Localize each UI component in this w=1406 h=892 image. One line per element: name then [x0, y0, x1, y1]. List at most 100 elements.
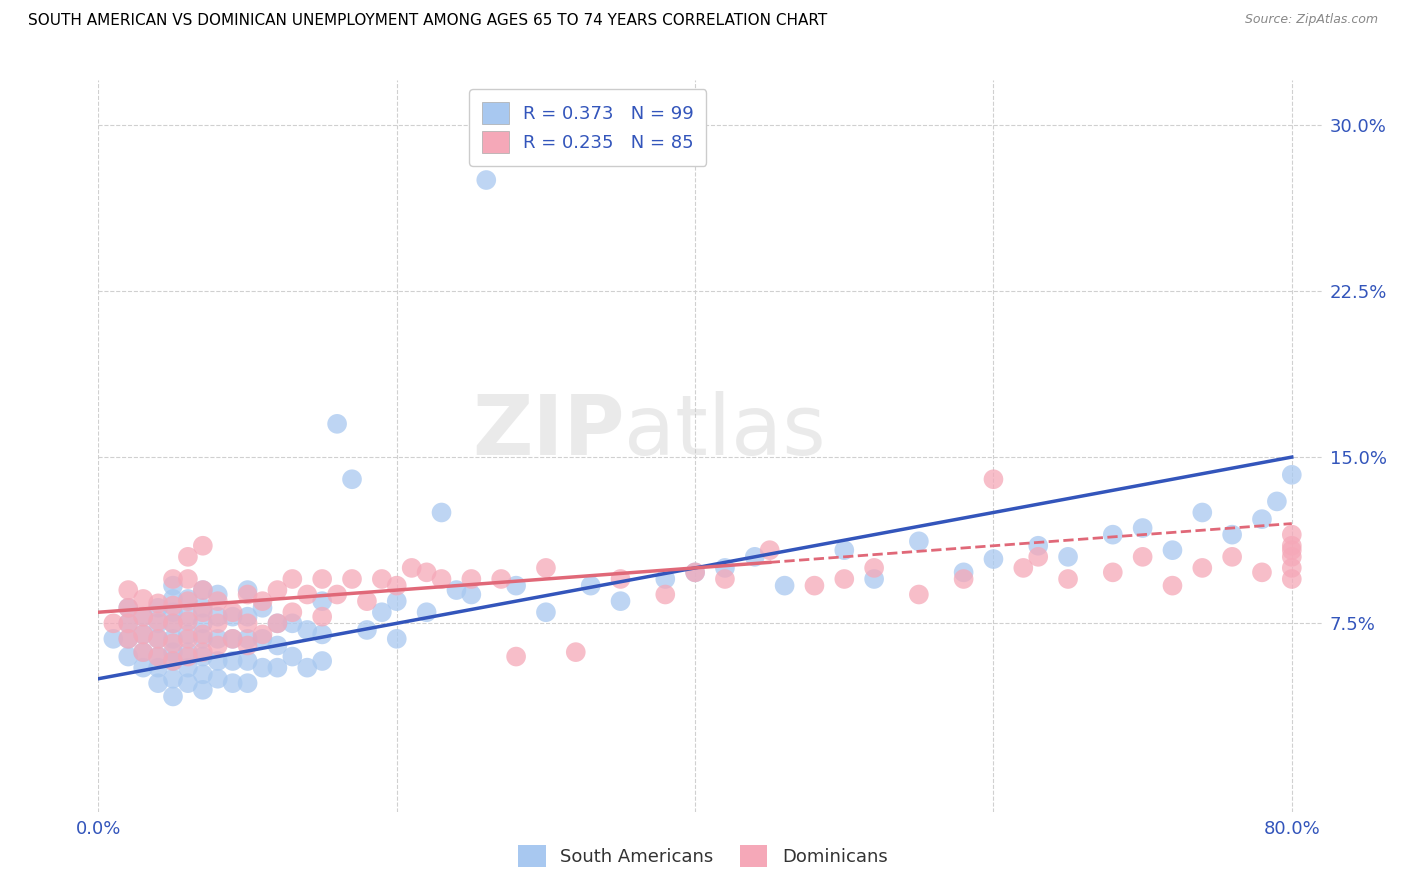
Point	[191, 616, 214, 631]
Point	[177, 645, 200, 659]
Point	[162, 690, 184, 704]
Point	[191, 583, 214, 598]
Point	[952, 566, 974, 580]
Text: SOUTH AMERICAN VS DOMINICAN UNEMPLOYMENT AMONG AGES 65 TO 74 YEARS CORRELATION C: SOUTH AMERICAN VS DOMINICAN UNEMPLOYMENT…	[28, 13, 827, 29]
Point	[162, 605, 184, 619]
Point	[983, 552, 1005, 566]
Point	[326, 587, 349, 601]
Point	[460, 587, 482, 601]
Text: Source: ZipAtlas.com: Source: ZipAtlas.com	[1244, 13, 1378, 27]
Point	[311, 609, 333, 624]
Point	[236, 587, 259, 601]
Point	[654, 587, 676, 601]
Point	[191, 645, 214, 659]
Point	[177, 632, 200, 646]
Point	[266, 660, 288, 674]
Point	[146, 632, 169, 646]
Point	[191, 605, 214, 619]
Point	[162, 616, 184, 631]
Point	[207, 672, 229, 686]
Point	[191, 682, 214, 697]
Point	[132, 660, 155, 674]
Point	[117, 632, 139, 646]
Point	[609, 572, 631, 586]
Legend: South Americans, Dominicans: South Americans, Dominicans	[512, 838, 894, 874]
Point	[311, 654, 333, 668]
Point	[146, 614, 169, 628]
Point	[191, 632, 214, 646]
Point	[908, 587, 931, 601]
Point	[266, 583, 288, 598]
Point	[132, 645, 155, 659]
Point	[117, 649, 139, 664]
Point	[162, 645, 184, 659]
Point	[117, 632, 139, 646]
Point	[236, 583, 259, 598]
Point	[683, 566, 706, 580]
Point	[207, 616, 229, 631]
Point	[236, 632, 259, 646]
Point	[221, 676, 243, 690]
Point	[863, 561, 886, 575]
Point	[371, 605, 394, 619]
Point	[534, 561, 557, 575]
Point	[103, 616, 125, 631]
Point	[191, 649, 214, 664]
Point	[146, 596, 169, 610]
Point	[609, 594, 631, 608]
Point	[191, 583, 214, 598]
Point	[162, 654, 184, 668]
Point	[207, 609, 229, 624]
Point	[117, 600, 139, 615]
Point	[132, 627, 155, 641]
Point	[714, 561, 737, 575]
Point	[952, 572, 974, 586]
Point	[505, 579, 527, 593]
Point	[311, 594, 333, 608]
Point	[297, 623, 319, 637]
Point	[117, 616, 139, 631]
Point	[1281, 561, 1303, 575]
Point	[326, 417, 349, 431]
Point	[162, 636, 184, 650]
Legend: R = 0.373   N = 99, R = 0.235   N = 85: R = 0.373 N = 99, R = 0.235 N = 85	[470, 89, 706, 166]
Point	[146, 632, 169, 646]
Point	[1251, 566, 1274, 580]
Point	[146, 616, 169, 631]
Point	[177, 660, 200, 674]
Point	[1281, 467, 1303, 482]
Point	[297, 660, 319, 674]
Point	[162, 654, 184, 668]
Point	[385, 579, 408, 593]
Point	[683, 566, 706, 580]
Point	[1132, 521, 1154, 535]
Point	[489, 572, 512, 586]
Point	[191, 627, 214, 641]
Point	[415, 566, 437, 580]
Point	[505, 649, 527, 664]
Point	[177, 614, 200, 628]
Point	[311, 572, 333, 586]
Point	[1281, 543, 1303, 558]
Point	[162, 599, 184, 613]
Point	[311, 627, 333, 641]
Point	[1012, 561, 1035, 575]
Point	[1191, 561, 1213, 575]
Point	[162, 632, 184, 646]
Point	[252, 594, 274, 608]
Point	[908, 534, 931, 549]
Point	[385, 594, 408, 608]
Point	[252, 660, 274, 674]
Text: ZIP: ZIP	[472, 391, 624, 472]
Point	[146, 649, 169, 664]
Point	[1281, 549, 1303, 564]
Point	[146, 600, 169, 615]
Point	[1161, 579, 1184, 593]
Point	[177, 627, 200, 641]
Point	[146, 649, 169, 664]
Point	[177, 572, 200, 586]
Point	[430, 572, 453, 586]
Point	[1026, 539, 1049, 553]
Point	[132, 645, 155, 659]
Point	[385, 632, 408, 646]
